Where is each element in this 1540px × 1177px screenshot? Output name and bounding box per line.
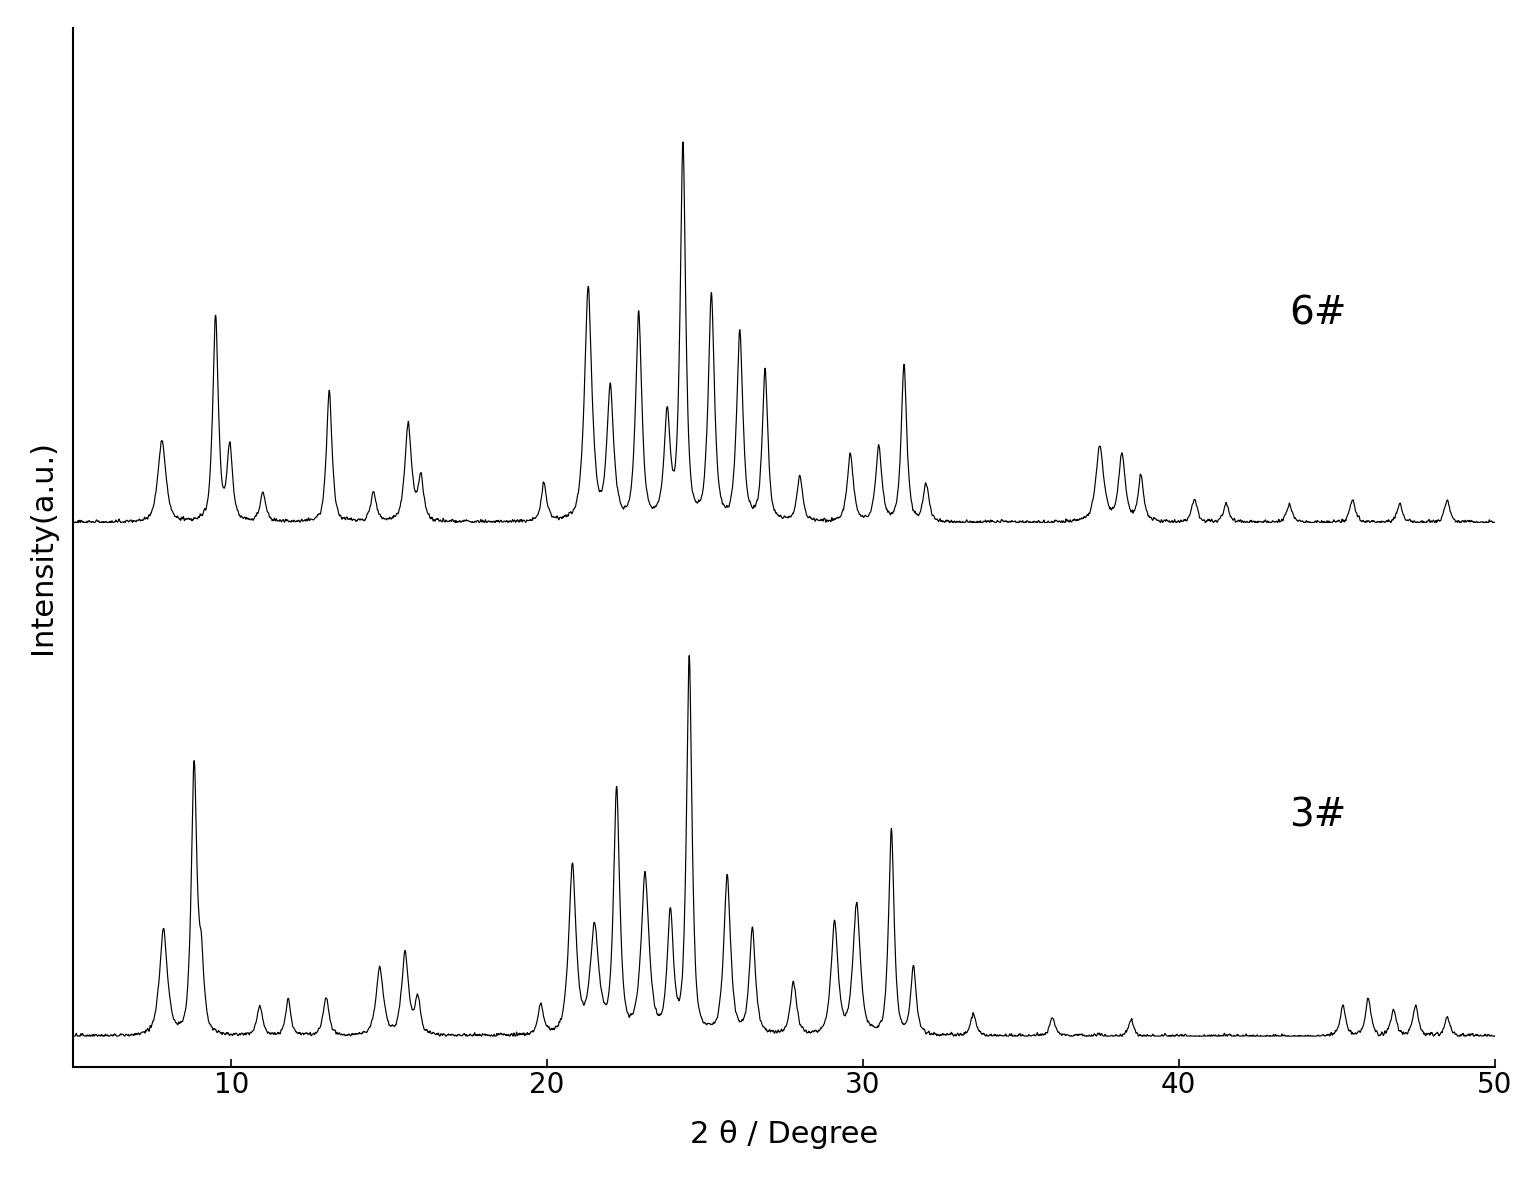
X-axis label: 2 θ / Degree: 2 θ / Degree [690,1121,878,1149]
Y-axis label: Intensity(a.u.): Intensity(a.u.) [28,440,57,654]
Text: 6#: 6# [1289,294,1348,332]
Text: 3#: 3# [1289,797,1346,834]
